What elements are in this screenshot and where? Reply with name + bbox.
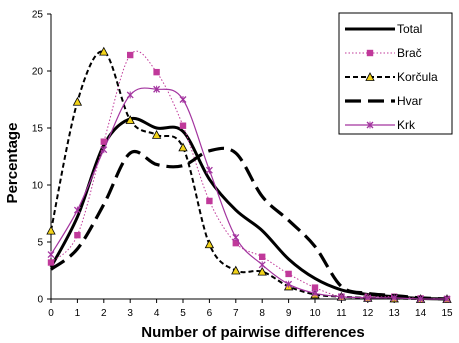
data-point-krk (390, 294, 398, 302)
legend-label-krk: Krk (397, 118, 416, 132)
x-tick-label: 6 (207, 308, 213, 319)
legend-label-brac: Brač (397, 46, 422, 60)
legend-marker-brac (366, 49, 374, 57)
data-point-brac (285, 270, 292, 278)
x-tick-label: 8 (259, 308, 265, 319)
series-line-brac (50, 50, 448, 300)
y-tick-label: 5 (37, 238, 43, 249)
data-point-krk (258, 261, 266, 269)
x-tick-label: 13 (389, 308, 401, 319)
x-tick-label: 2 (101, 308, 107, 319)
y-tick-label: 20 (32, 67, 44, 78)
data-point-brac (206, 197, 213, 205)
x-tick-label: 1 (75, 308, 81, 319)
data-point-brac (47, 259, 55, 266)
data-point-krk (443, 295, 451, 303)
data-point-brac (74, 231, 81, 239)
legend-label-total: Total (397, 22, 422, 36)
series-line-krk (50, 87, 448, 300)
x-axis-label: Number of pairwise differences (141, 324, 364, 341)
legend-box (338, 12, 453, 135)
data-point-korcula (151, 129, 162, 139)
data-point-krk (100, 146, 108, 154)
data-point-krk (73, 206, 81, 214)
data-point-brac (232, 239, 239, 247)
data-point-korcula (231, 265, 241, 275)
data-point-korcula (204, 239, 215, 249)
data-point-krk (205, 166, 213, 174)
data-point-korcula (125, 115, 135, 124)
y-tick-label: 25 (32, 10, 44, 21)
x-tick-label: 0 (48, 308, 54, 319)
legend-marker-krk (366, 121, 374, 129)
x-tick-label: 14 (415, 308, 427, 319)
data-point-brac (100, 138, 107, 145)
x-tick-label: 9 (286, 308, 292, 319)
legend-label-korcula: Korčula (397, 70, 438, 84)
series-layer (46, 46, 452, 303)
data-point-krk (364, 294, 372, 302)
data-point-krk (126, 91, 134, 99)
data-point-korcula (99, 46, 109, 56)
legend-marker-korcula (365, 72, 375, 81)
x-tick-label: 15 (441, 308, 453, 319)
data-point-korcula (46, 225, 56, 235)
y-axis-label: Percentage (4, 123, 21, 204)
data-point-brac (179, 122, 187, 129)
x-tick-label: 7 (233, 308, 239, 319)
data-point-krk (285, 280, 293, 288)
data-point-brac (153, 68, 160, 76)
data-point-krk (311, 289, 319, 297)
data-point-krk (179, 96, 187, 103)
data-point-krk (47, 251, 55, 259)
data-point-krk (337, 293, 345, 301)
series-hvar (50, 146, 448, 301)
x-tick-label: 5 (180, 308, 186, 319)
series-krk (47, 85, 451, 303)
x-tick-label: 4 (154, 308, 160, 319)
x-tick-label: 11 (336, 308, 347, 319)
data-point-krk (153, 85, 161, 93)
data-point-korcula (178, 142, 188, 152)
y-tick-label: 0 (37, 295, 43, 306)
series-line-hvar (50, 146, 448, 301)
data-point-brac (127, 51, 134, 59)
x-tick-label: 10 (309, 308, 321, 319)
data-point-korcula (72, 96, 83, 106)
y-tick-label: 15 (32, 124, 44, 135)
legend: Total Brač Korčula Hvar Krk (338, 12, 453, 135)
data-point-korcula (257, 266, 267, 276)
data-point-krk (232, 233, 240, 241)
data-point-brac (259, 253, 266, 261)
data-point-brac (311, 284, 319, 291)
data-point-krk (417, 295, 425, 303)
legend-label-hvar: Hvar (397, 94, 422, 108)
x-tick-label: 12 (362, 308, 374, 319)
x-tick-label: 3 (127, 308, 133, 319)
y-tick-label: 10 (32, 181, 44, 192)
